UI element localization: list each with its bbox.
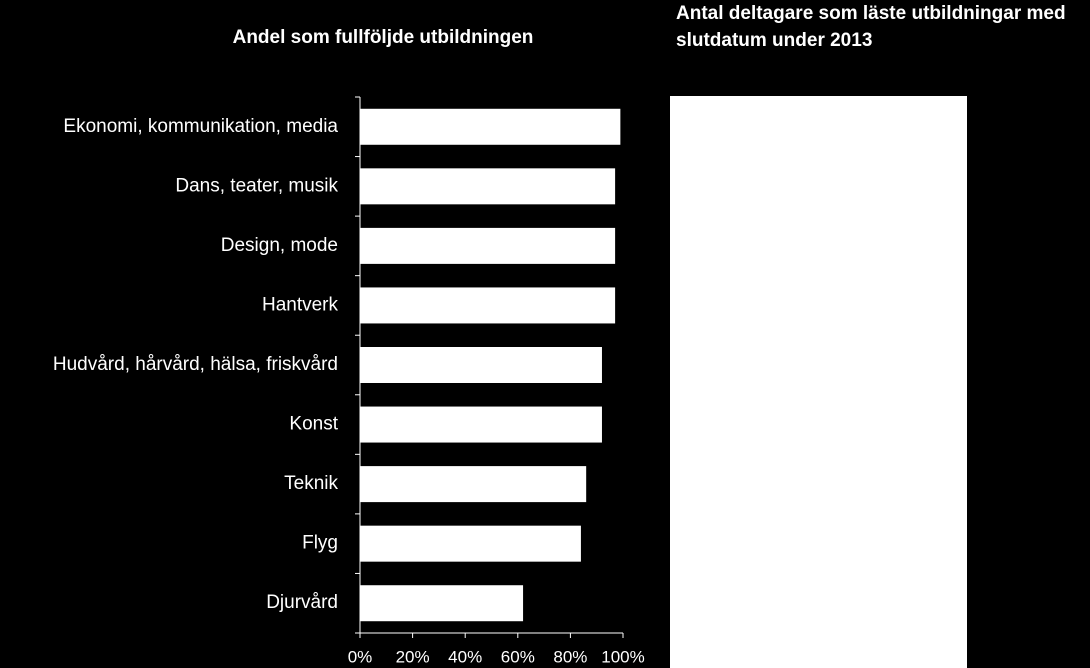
y-tick-label: Hantverk xyxy=(262,294,339,315)
bar xyxy=(360,466,587,503)
chart: Andel som fullföljde utbildningen 0% 20% 4… xyxy=(53,27,645,666)
y-tick-label: Dans, teater, musik xyxy=(175,175,338,196)
side-panel-title: Antal deltagare som läste utbildningar m… xyxy=(676,3,1066,51)
x-tick-label: 20% xyxy=(396,647,430,666)
bar xyxy=(360,585,524,622)
y-tick-label: Teknik xyxy=(284,473,338,494)
y-tick-label: Ekonomi, kommunikation, media xyxy=(63,116,338,137)
bar xyxy=(360,406,602,443)
y-tick-label: Djurvård xyxy=(266,592,338,613)
bar xyxy=(360,287,616,324)
chart-title: Andel som fullföljde utbildningen xyxy=(233,27,534,48)
x-tick-label: 100% xyxy=(601,647,644,666)
y-tick-label: Konst xyxy=(289,414,338,435)
y-tick-label: Design, mode xyxy=(221,235,338,256)
bar xyxy=(360,227,616,264)
x-tick-label: 0% xyxy=(348,647,373,666)
bar xyxy=(360,525,581,562)
y-tick-label: Hudvård, hårvård, hälsa, friskvård xyxy=(53,354,338,375)
bar xyxy=(360,168,616,205)
x-tick-label: 80% xyxy=(553,647,587,666)
x-tick-label: 40% xyxy=(448,647,482,666)
side-panel-box xyxy=(670,96,967,668)
bar xyxy=(360,108,621,145)
x-tick-label: 60% xyxy=(501,647,535,666)
y-tick-label: Flyg xyxy=(302,533,338,554)
bar xyxy=(360,347,602,383)
